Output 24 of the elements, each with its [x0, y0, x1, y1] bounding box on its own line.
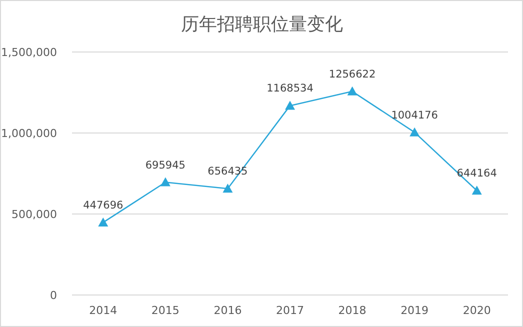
x-tick-label: 2020	[462, 304, 491, 317]
x-tick-label: 2018	[338, 304, 366, 317]
data-label: 1168534	[266, 82, 314, 95]
x-tick-label: 2014	[89, 304, 118, 317]
y-tick-label: 1,000,000	[1, 127, 57, 140]
x-tick-label: 2017	[276, 304, 304, 317]
x-tick-label: 2019	[400, 304, 429, 317]
data-label: 695945	[145, 159, 186, 172]
y-tick-label: 1,500,000	[1, 46, 57, 59]
point	[410, 127, 420, 136]
point	[347, 86, 358, 96]
x-tick-label: 2016	[214, 304, 242, 317]
chart-title: 历年招聘职位量变化	[181, 14, 343, 35]
data-label: 1256622	[328, 68, 376, 80]
x-tick-label: 2015	[151, 304, 180, 317]
point	[222, 184, 233, 193]
y-tick-label: 0	[50, 289, 57, 302]
point	[285, 100, 295, 110]
point	[98, 217, 108, 226]
point	[472, 186, 482, 195]
data-label: 1004176	[391, 109, 438, 122]
point	[160, 177, 170, 186]
data-label: 447696	[83, 199, 124, 212]
y-tick-label: 500,000	[12, 208, 57, 221]
